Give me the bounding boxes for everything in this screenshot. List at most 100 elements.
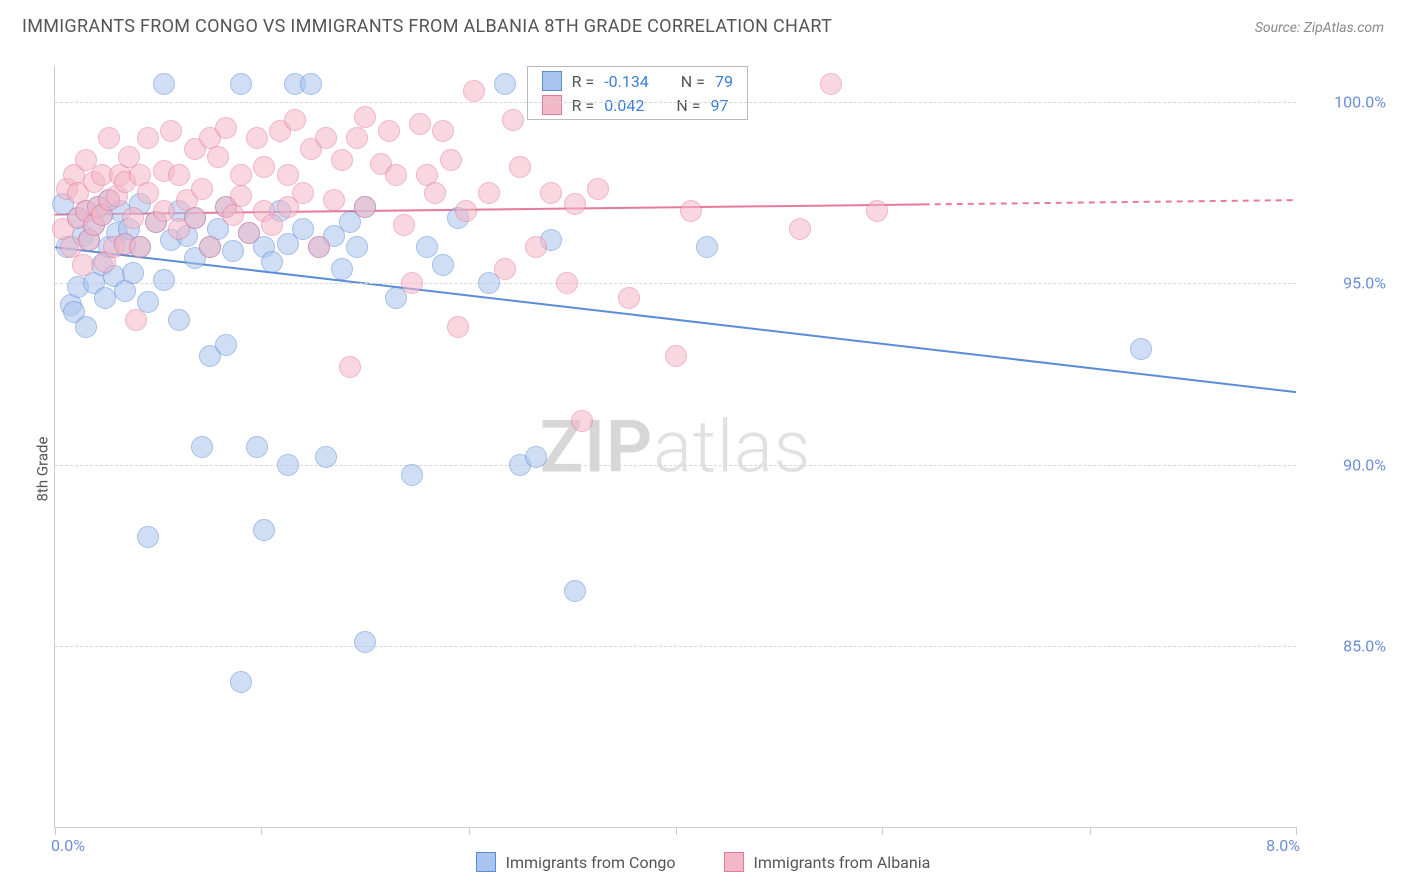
scatter-point: [191, 436, 213, 458]
scatter-point: [354, 196, 376, 218]
scatter-point: [215, 334, 237, 356]
gridline: [55, 283, 1296, 284]
scatter-point: [401, 272, 423, 294]
watermark-bold: ZIP: [540, 404, 653, 489]
scatter-point: [339, 356, 361, 378]
legend-swatch-icon: [476, 852, 496, 872]
scatter-point: [153, 73, 175, 95]
scatter-point: [447, 316, 469, 338]
scatter-point: [315, 446, 337, 468]
n-label: N =: [681, 72, 705, 91]
scatter-point: [207, 146, 229, 168]
legend-item-congo: Immigrants from Congo: [476, 852, 676, 872]
scatter-point: [564, 193, 586, 215]
r-label: R =: [572, 96, 595, 115]
stats-swatch-icon: [542, 95, 562, 115]
stats-swatch-icon: [542, 71, 562, 91]
scatter-point: [680, 200, 702, 222]
stats-row: R = 0.042N = 97: [528, 93, 747, 117]
scatter-point: [253, 519, 275, 541]
scatter-point: [160, 120, 182, 142]
scatter-point: [125, 309, 147, 331]
scatter-point: [246, 127, 268, 149]
scatter-point: [331, 149, 353, 171]
y-tick-label: 85.0%: [1306, 636, 1386, 655]
scatter-point: [540, 182, 562, 204]
plot-region: ZIPatlas 0.0% 8.0% R = -0.134N = 79R = 0…: [54, 66, 1296, 828]
scatter-point: [94, 287, 116, 309]
scatter-point: [199, 236, 221, 258]
scatter-point: [571, 410, 593, 432]
scatter-point: [261, 251, 283, 273]
x-tick: [882, 827, 883, 835]
scatter-point: [378, 120, 400, 142]
scatter-point: [284, 109, 306, 131]
n-label: N =: [676, 96, 700, 115]
r-value: -0.134: [604, 72, 649, 91]
gridline: [55, 465, 1296, 466]
scatter-point: [277, 164, 299, 186]
scatter-point: [168, 309, 190, 331]
legend-swatch-icon: [724, 852, 744, 872]
scatter-point: [587, 178, 609, 200]
scatter-point: [137, 182, 159, 204]
scatter-point: [354, 631, 376, 653]
scatter-point: [98, 127, 120, 149]
legend: Immigrants from Congo Immigrants from Al…: [0, 852, 1406, 872]
scatter-point: [261, 214, 283, 236]
y-axis-label: 8th Grade: [33, 437, 51, 502]
scatter-point: [820, 73, 842, 95]
correlation-stats-box: R = -0.134 N = 79 R = 0.042N = 97: [527, 66, 748, 120]
scatter-point: [122, 207, 144, 229]
scatter-point: [168, 164, 190, 186]
scatter-point: [246, 436, 268, 458]
scatter-point: [331, 258, 353, 280]
scatter-point: [137, 526, 159, 548]
scatter-point: [191, 178, 213, 200]
scatter-point: [238, 222, 260, 244]
scatter-point: [478, 182, 500, 204]
y-tick-label: 100.0%: [1306, 93, 1386, 112]
legend-label: Immigrants from Albania: [754, 853, 931, 872]
scatter-point: [129, 236, 151, 258]
scatter-point: [230, 671, 252, 693]
scatter-point: [866, 200, 888, 222]
source-label: Source: ZipAtlas.com: [1255, 20, 1384, 36]
scatter-point: [346, 127, 368, 149]
scatter-point: [300, 73, 322, 95]
x-tick: [1296, 827, 1297, 835]
y-tick-label: 95.0%: [1306, 274, 1386, 293]
scatter-point: [455, 200, 477, 222]
scatter-point: [75, 316, 97, 338]
y-tick-label: 90.0%: [1306, 455, 1386, 474]
x-tick: [676, 827, 677, 835]
scatter-point: [222, 240, 244, 262]
n-value: 97: [711, 96, 729, 115]
scatter-point: [137, 127, 159, 149]
scatter-point: [230, 185, 252, 207]
scatter-point: [440, 149, 462, 171]
scatter-point: [494, 258, 516, 280]
scatter-point: [72, 254, 94, 276]
scatter-point: [424, 182, 446, 204]
scatter-point: [253, 156, 275, 178]
scatter-point: [122, 262, 144, 284]
scatter-point: [509, 156, 531, 178]
scatter-point: [556, 272, 578, 294]
x-tick: [1090, 827, 1091, 835]
chart-title: IMMIGRANTS FROM CONGO VS IMMIGRANTS FROM…: [22, 16, 832, 37]
scatter-point: [665, 345, 687, 367]
scatter-point: [525, 236, 547, 258]
scatter-point: [494, 73, 516, 95]
scatter-point: [315, 127, 337, 149]
legend-item-albania: Immigrants from Albania: [724, 852, 931, 872]
scatter-point: [409, 113, 431, 135]
scatter-point: [618, 287, 640, 309]
chart-area: 8th Grade ZIPatlas 0.0% 8.0% R = -0.134N…: [0, 46, 1406, 892]
n-value: 79: [715, 72, 733, 91]
scatter-point: [385, 164, 407, 186]
x-tick: [469, 827, 470, 835]
scatter-point: [308, 236, 330, 258]
scatter-point: [564, 580, 586, 602]
scatter-point: [230, 73, 252, 95]
